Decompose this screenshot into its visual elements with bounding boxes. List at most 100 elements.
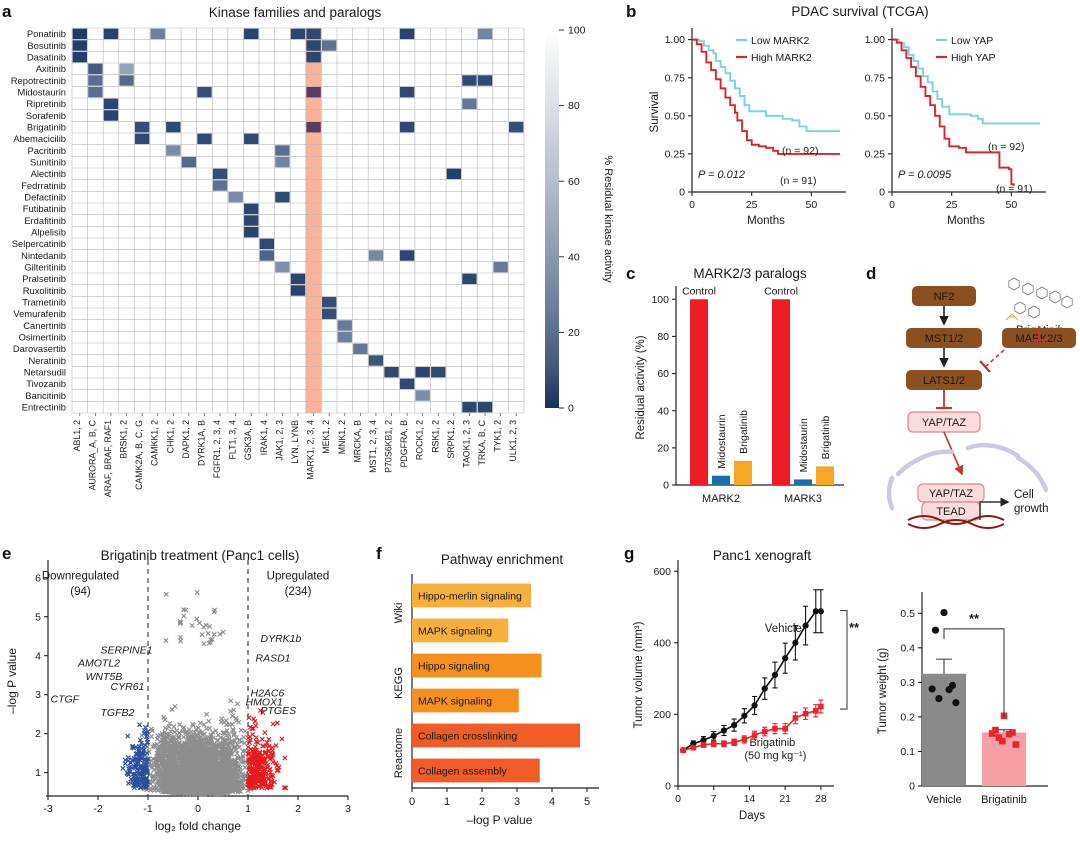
data-point [193, 784, 200, 790]
data-point [185, 741, 191, 747]
data-point [219, 761, 225, 767]
data-point [169, 770, 175, 776]
data-point [250, 726, 256, 732]
panel-c: c MARK2/3 paralogs 100 80 60 40 20 0 Residual … [620, 262, 865, 527]
heatmap-cell [103, 110, 119, 121]
data-point [196, 736, 202, 742]
data-marker-vehicle [761, 685, 768, 692]
data-point [204, 764, 210, 770]
x-tick-label: 5 [584, 796, 590, 808]
data-point [132, 779, 138, 785]
data-point [148, 758, 154, 764]
data-point [155, 747, 161, 753]
heatmap-row-label: Axitinib [36, 63, 66, 74]
x-tick-label: 2 [295, 803, 301, 815]
data-point [221, 779, 227, 785]
data-point [138, 780, 144, 786]
data-point [252, 718, 258, 724]
mark-paralogs-bar-chart: 100 80 60 40 20 0 Residual activity (%) Control… [635, 285, 844, 505]
scatter-point-vehicle [945, 686, 953, 694]
heatmap-cell [72, 51, 87, 63]
data-point [255, 763, 261, 769]
data-point [159, 749, 165, 755]
x-tick-label: 4 [549, 796, 555, 808]
panel-b-title: PDAC survival (TCGA) [791, 4, 929, 19]
y-tick-label: 4 [35, 650, 41, 662]
bar-label-brigatinib: Brigatinib [738, 410, 750, 454]
data-marker-brigatinib [772, 725, 778, 732]
y-tick-label: 0.1 [900, 746, 915, 758]
data-point [274, 720, 280, 726]
heatmap-cell [212, 180, 228, 191]
data-point [184, 782, 190, 788]
scatter-point-brigatinib [999, 737, 1006, 745]
scatter-point-brigatinib [1005, 730, 1013, 738]
heatmap-cell [72, 28, 87, 40]
survival-curve [692, 38, 840, 155]
bar-label-brigatinib: Brigatinib [820, 415, 832, 459]
heatmap-col-label: TRKA, B, C [477, 419, 487, 465]
data-point [179, 747, 185, 753]
data-point [190, 754, 196, 760]
heatmap-col-label: P70S6KB1, 2 [384, 420, 394, 473]
colorbar-tick-label: 20 [568, 327, 580, 339]
heatmap-cell [462, 75, 477, 86]
data-point [136, 746, 142, 752]
data-marker-vehicle [731, 722, 738, 729]
heatmap-col-label: ARAF, BRAF, RAF1 [103, 420, 113, 497]
data-point [245, 744, 251, 750]
data-point [137, 722, 143, 728]
category-label: Brigatinib [981, 794, 1027, 806]
scatter-point-vehicle [940, 608, 948, 617]
panel-a-letter: a [2, 2, 12, 21]
heatmap-row-label: Trametinib [22, 297, 66, 308]
data-point [231, 707, 237, 713]
data-point [248, 784, 254, 790]
data-point [169, 761, 175, 767]
scatter-point-vehicle [931, 626, 940, 634]
data-point [196, 775, 202, 781]
data-point [203, 769, 209, 775]
heatmap-row-label: Baricitinib [25, 390, 66, 401]
scatter-point-brigatinib [988, 730, 996, 737]
heatmap-cell [290, 273, 306, 285]
data-point [171, 724, 177, 730]
heatmap-col-label: ULK1, 2, 3 [508, 420, 518, 462]
y-tick-label: 400 [653, 637, 671, 649]
data-point [204, 779, 210, 785]
panel-a-title: Kinase families and paralogs [208, 5, 382, 20]
data-point [159, 761, 165, 767]
heatmap-cell [337, 331, 352, 343]
data-point [212, 789, 218, 795]
data-point [190, 785, 196, 791]
data-point [220, 755, 226, 761]
panel-d-letter: d [866, 264, 877, 283]
data-point [137, 737, 143, 743]
panel-c-title: MARK2/3 paralogs [693, 266, 807, 281]
heatmap-row-label: Osimertinib [19, 332, 66, 343]
data-point [261, 777, 267, 783]
heatmap-cell [306, 51, 321, 63]
data-point [206, 718, 212, 724]
survival-curve [692, 38, 840, 132]
heatmap-cell [88, 86, 103, 98]
heatmap-row-label: Netarsudil [24, 367, 66, 378]
data-point [120, 765, 126, 771]
data-point [267, 756, 273, 762]
data-marker-brigatinib [731, 739, 737, 746]
data-point [171, 734, 177, 740]
pathway-bar [412, 723, 580, 748]
data-point [125, 755, 131, 761]
panel-e-title: Brigatinib treatment (Panc1 cells) [100, 548, 300, 563]
y-tick-label: 0 [665, 781, 671, 793]
heatmap-row-label: Darovasertib [13, 343, 66, 354]
highlight-column-band [305, 28, 322, 413]
data-point [252, 744, 258, 750]
data-point [219, 788, 225, 794]
heatmap-cell [181, 156, 197, 168]
x-axis-label: –log P value [467, 813, 533, 827]
data-point [191, 741, 197, 747]
data-marker-brigatinib [700, 742, 707, 748]
pathway-bar-label: MAPK signaling [418, 626, 492, 638]
colorbar-tick-label: 40 [568, 251, 580, 263]
